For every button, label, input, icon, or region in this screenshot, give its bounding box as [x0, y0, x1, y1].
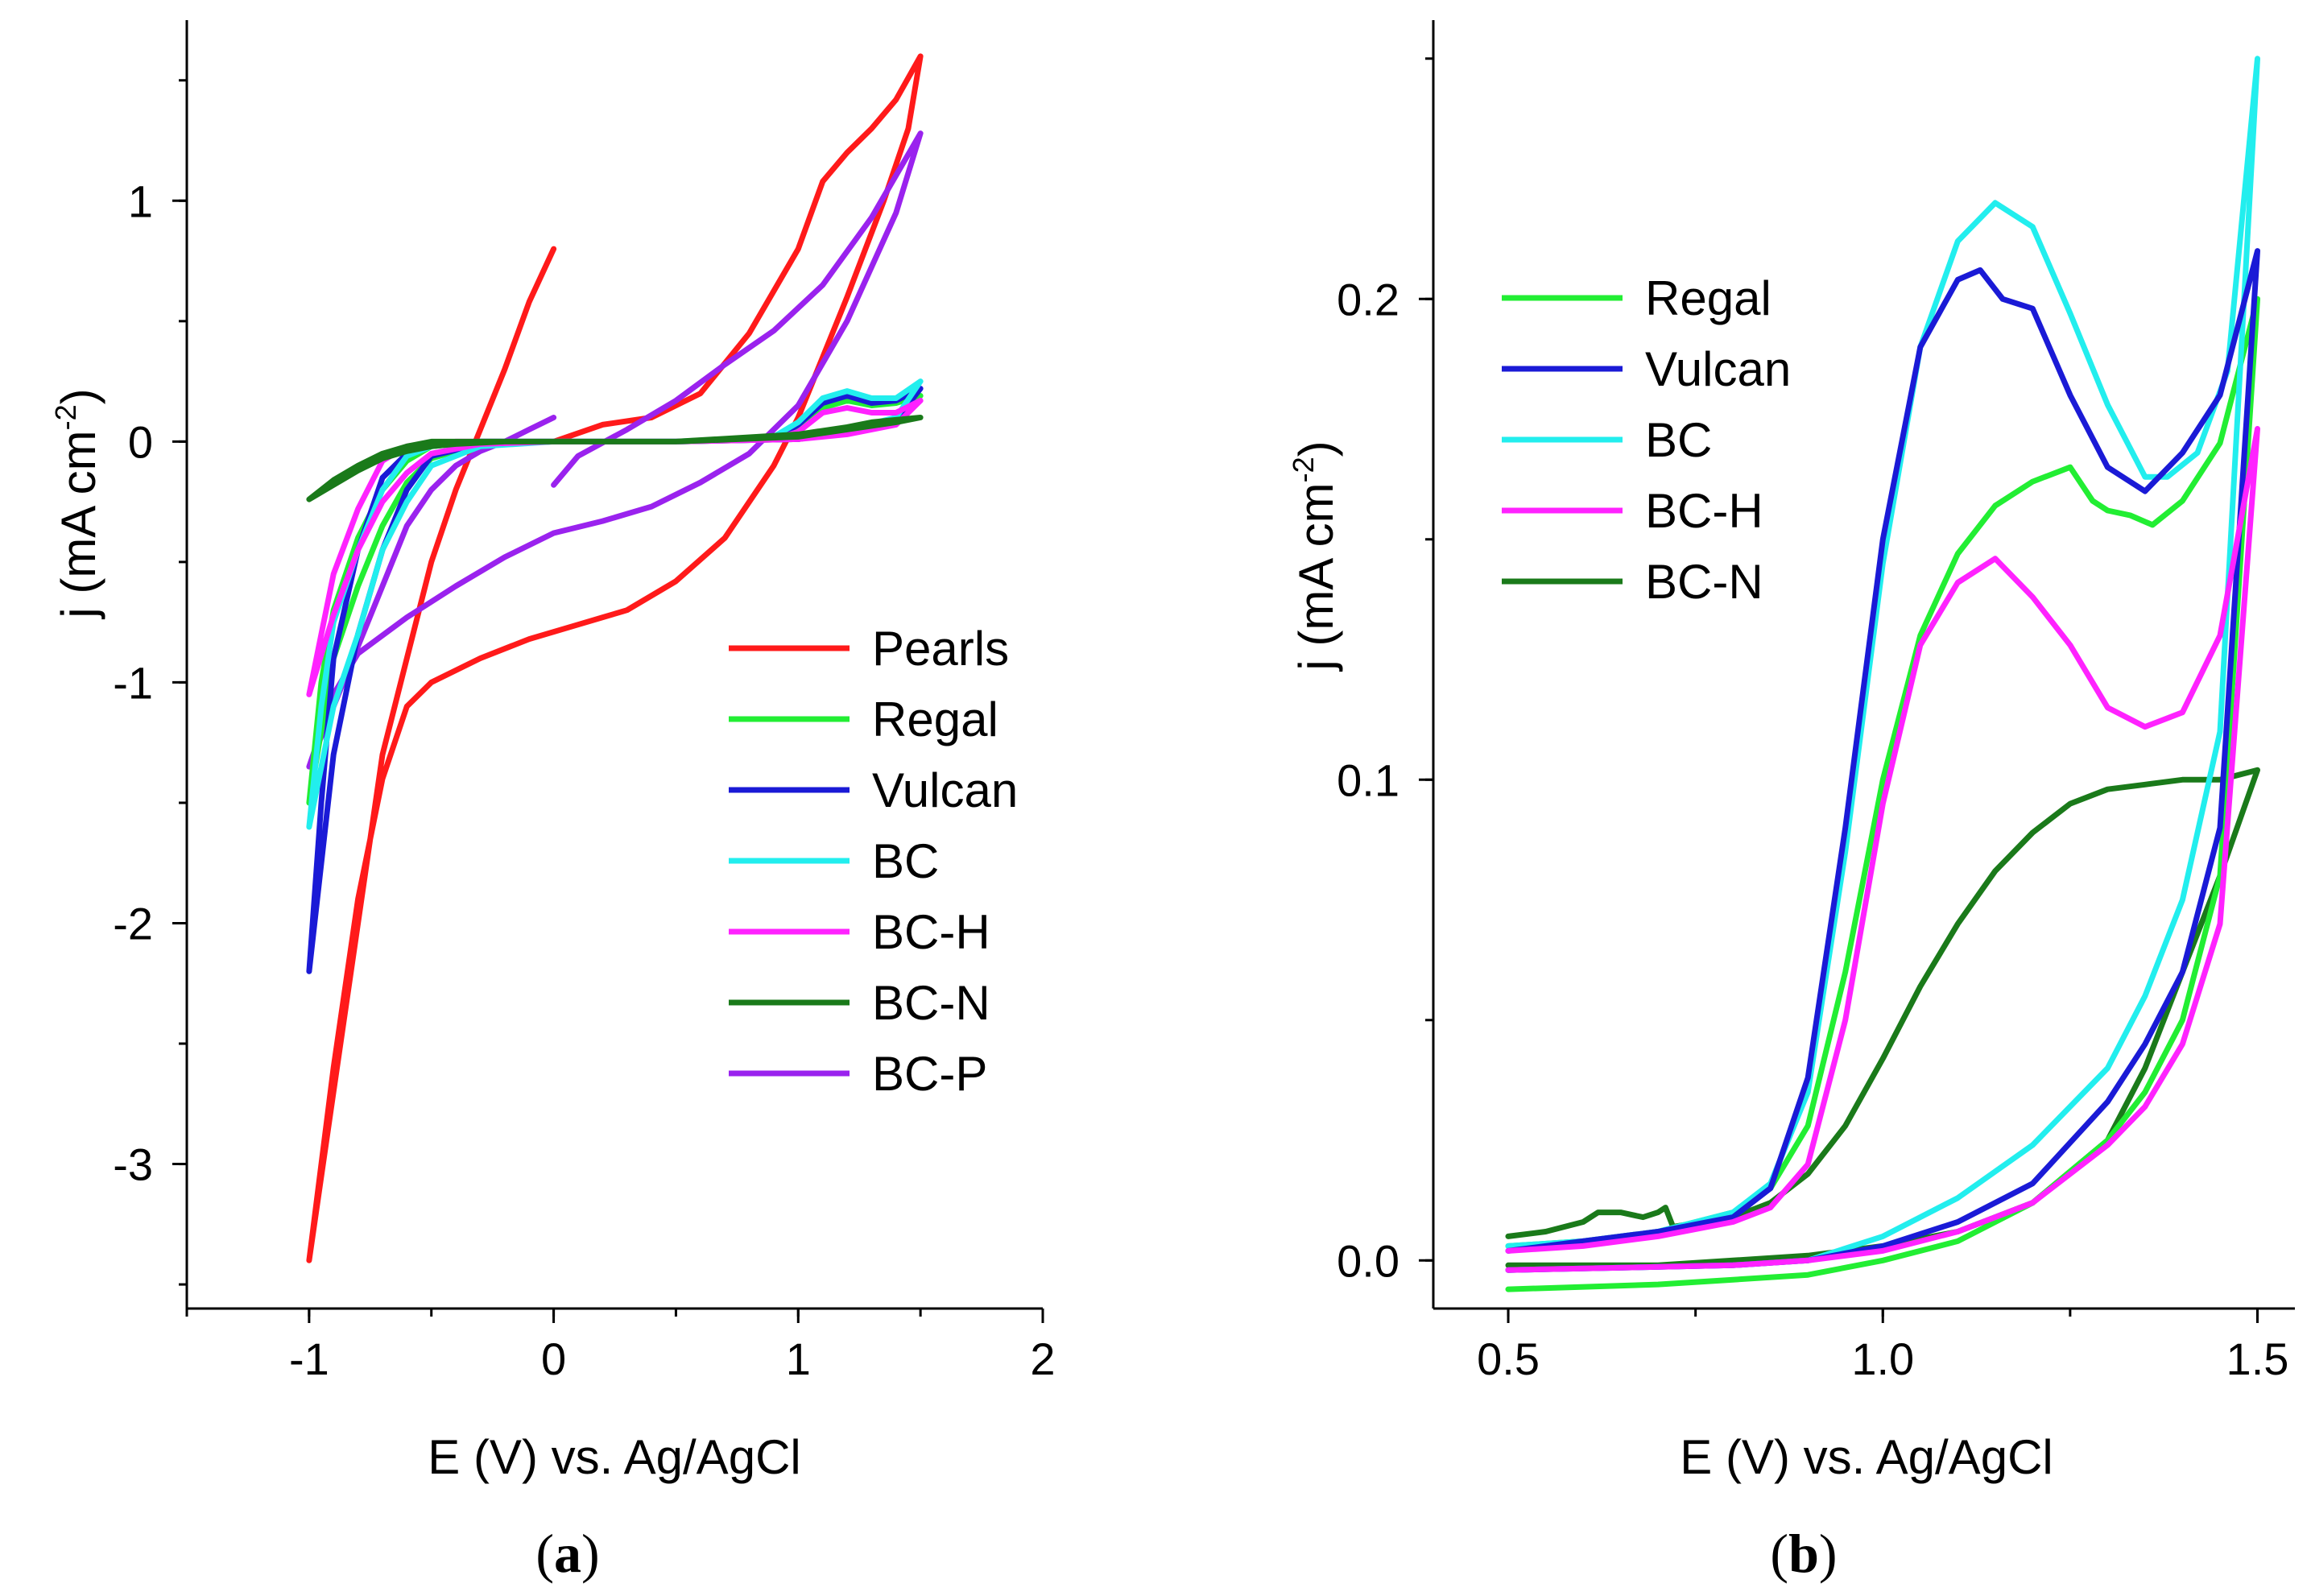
panel-b-y-axis-title: j (mA cm-2) [1287, 440, 1343, 672]
y-tick-label: -1 [113, 657, 153, 708]
chart-panel-a: -1 0 1 2 -3 -2 -1 0 1 Pearls Regal Vulcan BC BC-H BC-… [49, 20, 1056, 1584]
panel-b-label: (b) [1770, 1523, 1837, 1584]
panel-a-curves [306, 53, 924, 1263]
legend-label-regal: Regal [1645, 271, 1771, 325]
panel-a-legend: Pearls Regal Vulcan BC BC-H BC-N BC-P [729, 622, 1018, 1101]
y-tick-label: 0.1 [1337, 755, 1399, 805]
y-tick-label: -2 [113, 898, 153, 949]
y-tick-label: 0.0 [1337, 1235, 1399, 1286]
series-line-bc-p [306, 130, 924, 770]
legend-label-bc-h: BC-H [872, 905, 990, 959]
x-tick-label: -1 [289, 1333, 329, 1384]
series-line-regal [1505, 296, 2260, 1292]
chart-panel-b: 0.5 1.0 1.5 0.0 0.1 0.2 Regal Vulcan BC BC-H BC-N… [1287, 20, 2295, 1584]
legend-label-bc-p: BC-P [872, 1047, 987, 1101]
series-line-bc-n [1505, 767, 2260, 1268]
x-tick-label: 1.5 [2226, 1333, 2289, 1384]
legend-label-bc-n: BC-N [1645, 555, 1763, 609]
x-tick-label: 0 [541, 1333, 566, 1384]
panel-a-y-axis-title: j (mA cm-2) [49, 388, 105, 619]
panel-b-curves [1505, 56, 2260, 1292]
x-tick-label: 1.0 [1851, 1333, 1914, 1384]
series-line-bc-n [306, 415, 924, 502]
y-tick-label: 1 [128, 176, 153, 226]
y-tick-label: 0 [128, 416, 153, 467]
x-tick-label: 0.5 [1477, 1333, 1540, 1384]
x-tick-label: 2 [1030, 1333, 1055, 1384]
series-line-bc-h [1505, 426, 2260, 1273]
legend-label-regal: Regal [872, 693, 998, 746]
legend-label-vulcan: Vulcan [872, 763, 1018, 817]
x-tick-label: 1 [786, 1333, 811, 1384]
legend-label-bc-n: BC-N [872, 976, 990, 1030]
series-line-pearls [306, 53, 924, 1263]
legend-label-bc-h: BC-H [1645, 484, 1763, 538]
legend-label-bc: BC [872, 834, 939, 888]
legend-label-pearls: Pearls [872, 622, 1009, 676]
y-tick-label: -3 [113, 1139, 153, 1190]
y-tick-label: 0.2 [1337, 274, 1399, 325]
panel-b-x-axis-title: E (V) vs. Ag/AgCl [1680, 1430, 2053, 1484]
legend-label-vulcan: Vulcan [1645, 342, 1791, 396]
legend-label-bc: BC [1645, 413, 1712, 467]
panel-b-legend: Regal Vulcan BC BC-H BC-N [1502, 271, 1791, 609]
series-line-vulcan [1505, 248, 2260, 1273]
panel-a-label: (a) [535, 1523, 599, 1584]
panel-a-x-axis-title: E (V) vs. Ag/AgCl [428, 1430, 800, 1484]
